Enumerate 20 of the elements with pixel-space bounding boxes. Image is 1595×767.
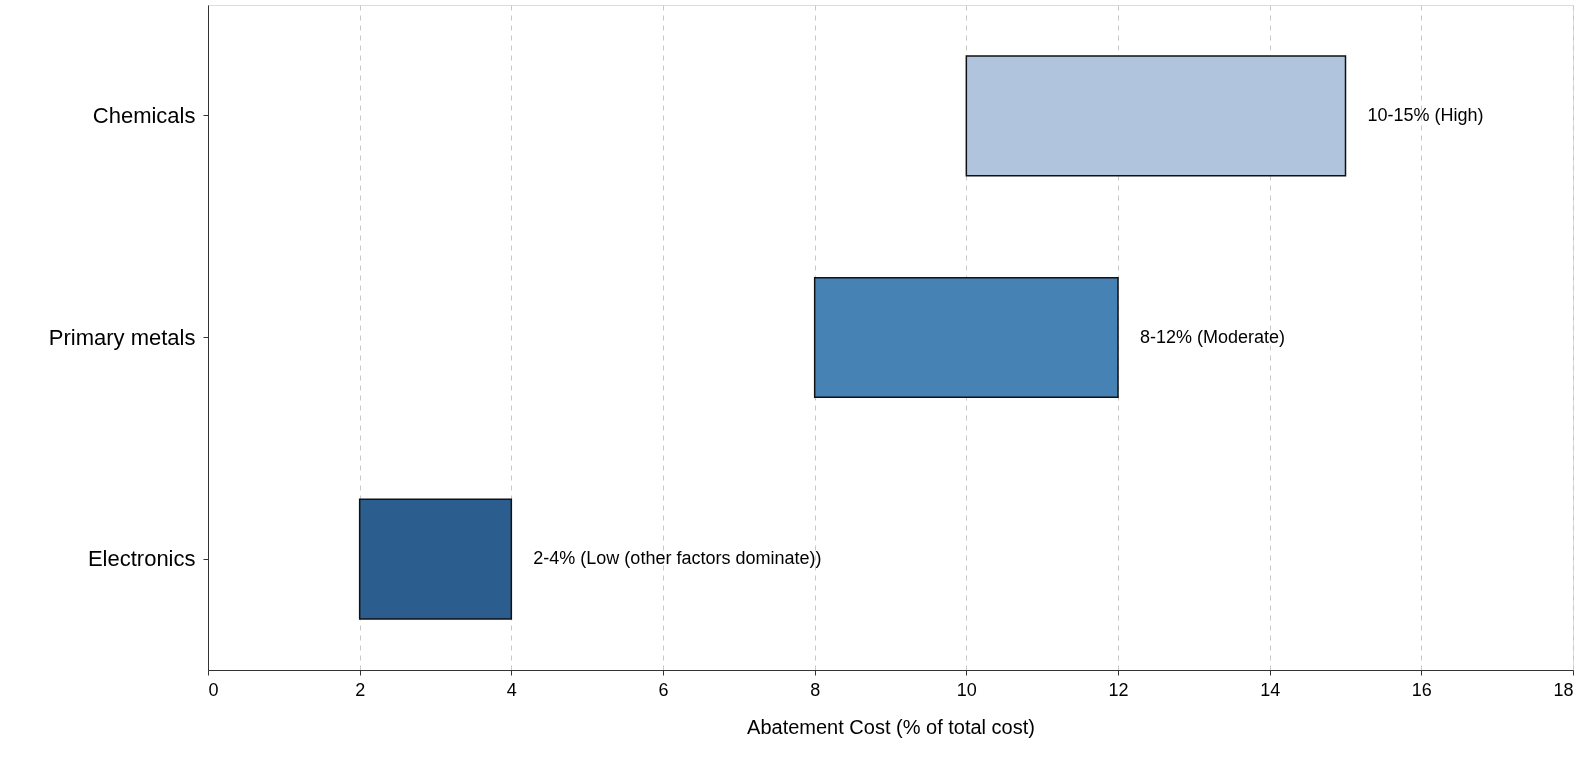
x-tick-label: 16 xyxy=(1411,679,1432,700)
y-tick-label: Electronics xyxy=(87,546,196,572)
x-tick-label: 10 xyxy=(956,679,977,700)
x-tick-label: 4 xyxy=(506,679,517,700)
x-tick-label: 6 xyxy=(658,679,669,700)
annotation: 2-4% (Low (other factors dominate)) xyxy=(533,548,822,569)
x-tick-label: 12 xyxy=(1108,679,1129,700)
bar xyxy=(965,55,1347,177)
y-tick-label: Chemicals xyxy=(92,102,196,128)
bar xyxy=(813,276,1119,399)
x-tick-label: 2 xyxy=(355,679,366,700)
bar xyxy=(358,498,513,620)
x-tick-label: 8 xyxy=(810,679,821,700)
annotation: 10-15% (High) xyxy=(1367,104,1484,125)
x-axis-title: Abatement Cost (% of total cost) xyxy=(747,715,1035,738)
x-tick-label: 18 xyxy=(1553,679,1574,700)
x-tick-label: 0 xyxy=(208,679,219,700)
x-tick-label: 14 xyxy=(1260,679,1281,700)
annotation: 8-12% (Moderate) xyxy=(1140,326,1286,347)
y-tick-label: Primary metals xyxy=(48,324,196,350)
